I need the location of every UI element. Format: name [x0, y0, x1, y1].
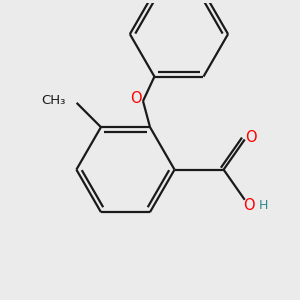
Text: O: O [245, 130, 257, 145]
Text: CH₃: CH₃ [41, 94, 66, 107]
Text: H: H [259, 199, 268, 212]
Text: O: O [130, 91, 142, 106]
Text: O: O [243, 198, 254, 213]
